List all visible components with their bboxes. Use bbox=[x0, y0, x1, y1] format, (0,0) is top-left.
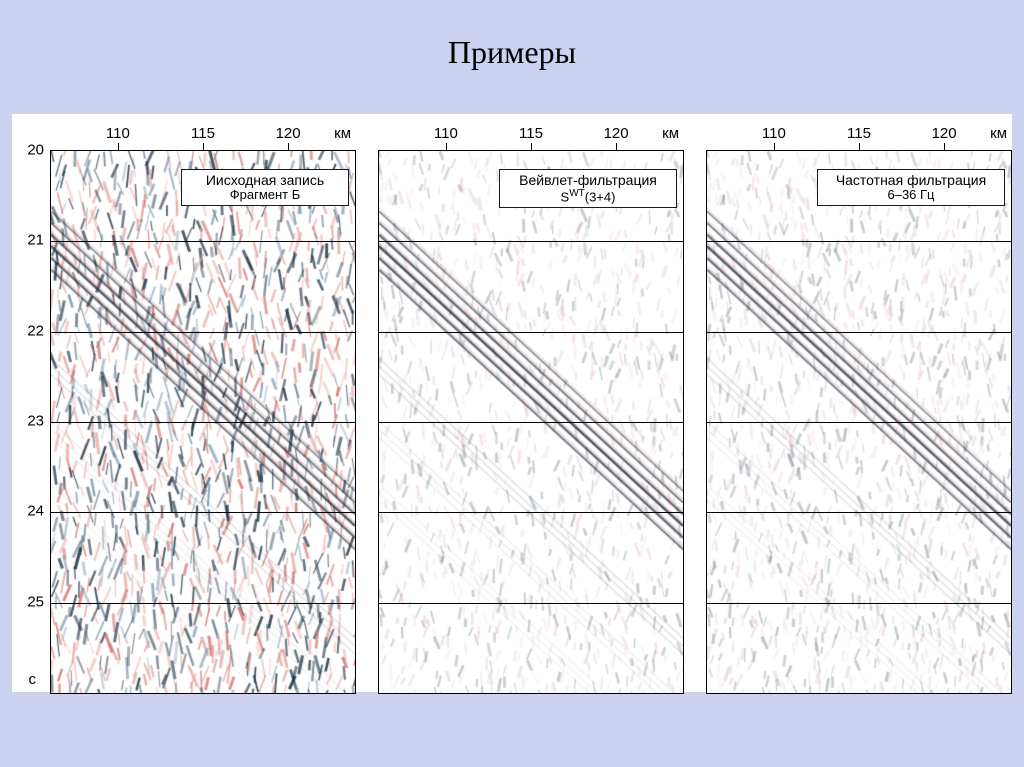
panel-label-line1: Частотная фильтрация bbox=[826, 172, 996, 188]
page-title: Примеры bbox=[0, 34, 1024, 71]
panel-label-line1: Вейвлет-фильтрация bbox=[508, 172, 668, 188]
x-tick-label: 120 bbox=[276, 125, 301, 142]
x-tick-label: 115 bbox=[519, 125, 543, 142]
x-axis-unit: км bbox=[334, 125, 351, 142]
panel-label: Вейвлет-фильтрацияSWT(3+4) bbox=[499, 169, 677, 208]
gridline bbox=[379, 241, 683, 242]
panel-label-line2: 6–36 Гц bbox=[826, 188, 996, 203]
y-tick-label: 20 bbox=[27, 142, 44, 159]
panel-label-line2: SWT(3+4) bbox=[508, 188, 668, 205]
gridline bbox=[707, 512, 1011, 513]
figure-panels: 202122232425с110115120кмИисходная запись… bbox=[12, 114, 1012, 692]
x-tick-label: 115 bbox=[191, 125, 215, 142]
panel-label: Частотная фильтрация6–36 Гц bbox=[817, 169, 1005, 206]
x-axis: 110 115 120 км bbox=[707, 123, 1011, 147]
gridline bbox=[51, 332, 355, 333]
x-tick-label: 120 bbox=[604, 125, 629, 142]
x-tick-label: 120 bbox=[932, 125, 957, 142]
gridline bbox=[379, 332, 683, 333]
gridline bbox=[51, 603, 355, 604]
y-tick-label: 21 bbox=[27, 232, 44, 249]
gridline bbox=[707, 422, 1011, 423]
x-tick-label: 110 bbox=[106, 125, 130, 142]
y-tick-label: 23 bbox=[27, 413, 44, 430]
panel-wavelet: 110115120кмВейвлет-фильтрацияSWT(3+4) bbox=[378, 150, 684, 694]
gridline bbox=[379, 422, 683, 423]
slide: Примеры 202122232425с110115120кмИисходна… bbox=[0, 0, 1024, 767]
x-axis: 110 115 120 км bbox=[379, 123, 683, 147]
x-axis-unit: км bbox=[662, 125, 679, 142]
x-tick-label: 110 bbox=[434, 125, 458, 142]
gridline bbox=[51, 241, 355, 242]
x-axis-unit: км bbox=[990, 125, 1007, 142]
panel-frequency: 110115120кмЧастотная фильтрация6–36 Гц bbox=[706, 150, 1012, 694]
gridline bbox=[379, 512, 683, 513]
y-tick-label: 25 bbox=[27, 593, 44, 610]
gridline bbox=[51, 512, 355, 513]
figure: 202122232425с110115120кмИисходная запись… bbox=[12, 114, 1012, 692]
y-tick-label: 24 bbox=[27, 503, 44, 520]
panel-label-line1: Иисходная запись bbox=[190, 172, 340, 188]
panel-original: 110115120кмИисходная записьФрагмент Б bbox=[50, 150, 356, 694]
y-axis-unit: с bbox=[29, 671, 37, 688]
gridline bbox=[707, 241, 1011, 242]
panel-label-line2: Фрагмент Б bbox=[190, 188, 340, 203]
gridline bbox=[707, 332, 1011, 333]
gridline bbox=[379, 603, 683, 604]
y-tick-label: 22 bbox=[27, 322, 44, 339]
x-axis: 110 115 120 км bbox=[51, 123, 355, 147]
x-tick-label: 115 bbox=[847, 125, 871, 142]
y-axis: 202122232425с bbox=[12, 150, 50, 692]
panel-label: Иисходная записьФрагмент Б bbox=[181, 169, 349, 206]
gridline bbox=[51, 422, 355, 423]
gridline bbox=[707, 603, 1011, 604]
x-tick-label: 110 bbox=[762, 125, 786, 142]
